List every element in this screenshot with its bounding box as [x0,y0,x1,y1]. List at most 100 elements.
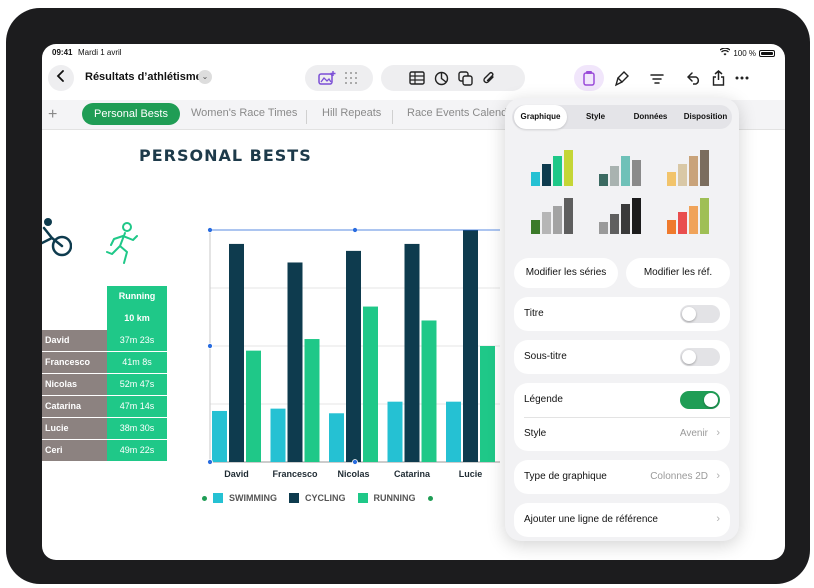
legend-swatch-running [357,493,368,503]
legend-switch[interactable] [680,391,720,409]
brush-icon[interactable] [610,67,634,91]
legend-item-cycling: CYCLING [289,493,346,503]
table-row[interactable]: Catarina 47m 14s [42,396,167,418]
tab-disposition[interactable]: Disposition [683,112,728,121]
add-reference-line-label: Ajouter une ligne de référence [524,514,658,525]
x-tick-label: Nicolas [337,469,369,479]
legend-item-running: RUNNING [357,493,416,503]
legend-handle-dot[interactable] [427,495,433,501]
tab-divider [392,110,393,124]
chart-style-swatch[interactable] [527,146,579,186]
subtitle-toggle-row[interactable]: Sous-titre [514,340,730,374]
title-label: Titre [524,308,544,319]
chart-type-label: Type de graphique [524,471,607,482]
bar-chart[interactable]: David Francesco Nicolas Catarina Lucie [202,220,507,484]
table-row[interactable]: David 37m 23s [42,330,167,352]
status-date: Mardi 1 avril [78,48,122,57]
table-cell-time: 37m 23s [107,330,167,351]
chart-style-swatch[interactable] [595,194,647,234]
media-icon[interactable] [315,66,339,90]
tab-womens-race-times[interactable]: Women's Race Times [191,107,298,119]
table-row[interactable]: Lucie 38m 30s [42,418,167,440]
legend-toggle-row[interactable]: Légende [514,383,730,417]
tab-donnees[interactable]: Données [633,112,668,121]
tab-personal-bests[interactable]: Personal Bests [82,103,180,125]
table-row[interactable]: Francesco 41m 8s [42,352,167,374]
document-title[interactable]: Résultats d’athlétisme [85,71,202,83]
chevron-down-icon[interactable]: ⌄ [198,70,212,84]
chart-style-swatch[interactable] [527,194,579,234]
chevron-right-icon: › [716,470,720,482]
toolbar: Résultats d’athlétisme ⌄ [42,62,785,94]
table-cell-time: 47m 14s [107,396,167,417]
subtitle-label: Sous-titre [524,351,567,362]
legend-style-value: Avenir [679,428,708,439]
bar-swimming-david [212,410,227,462]
status-bar: 09:41 Mardi 1 avril 100 % [42,44,785,62]
add-reference-line-row[interactable]: Ajouter une ligne de référence › [514,503,730,537]
chart-legend[interactable]: SWIMMING CYCLING RUNNING [202,493,433,503]
bar-swimming-catarina [387,401,403,462]
legend-swatch-swimming [213,493,223,503]
subtitle-switch[interactable] [680,348,720,366]
running-icon [105,222,141,271]
bar-cycling-francesco [287,262,303,462]
chart-type-row[interactable]: Type de graphique Colonnes 2D › [514,460,730,494]
tab-style[interactable]: Style [585,112,606,121]
chart-style-swatch[interactable] [663,146,715,186]
chart-type-value: Colonnes 2D [650,471,708,482]
bar-running-lucie [480,346,495,462]
more-icon[interactable] [730,66,754,90]
shape-icon[interactable] [453,66,477,90]
attach-icon[interactable] [477,66,501,90]
title-toggle-row[interactable]: Titre [514,297,730,331]
table-row[interactable]: Ceri 49m 22s [42,440,167,462]
table-cell-name: Lucie [42,418,107,439]
chart-style-swatch[interactable] [663,194,715,234]
chevron-right-icon: › [716,427,720,439]
chart-icon[interactable] [429,66,453,90]
bar-running-catarina [421,320,437,462]
back-button[interactable] [48,65,74,91]
x-tick-label: Lucie [459,469,483,479]
bar-cycling-lucie [463,230,478,462]
bar-cycling-nicolas [346,250,361,462]
table-row[interactable]: Nicolas 52m 47s [42,374,167,396]
table-cell-name: Ceri [42,440,107,461]
format-icon [577,66,601,90]
actions-group [681,65,755,91]
undo-icon[interactable] [682,66,706,90]
share-icon[interactable] [706,66,730,90]
format-popover: Graphique Style Données Disposition [505,98,739,541]
legend-label: Légende [524,394,563,405]
bar-swimming-francesco [270,408,286,462]
legend-handle-dot[interactable] [202,495,207,501]
tab-race-events-calendar[interactable]: Race Events Calenda [407,107,514,119]
tab-graphique[interactable]: Graphique [514,105,567,129]
table-icon[interactable] [405,66,429,90]
format-segmented-control: Graphique Style Données Disposition [512,105,732,129]
legend-style-row[interactable]: Style Avenir › [514,417,730,451]
legend-label-cycling: CYCLING [305,493,346,503]
tab-hill-repeats[interactable]: Hill Repeats [322,107,382,119]
tab-divider [306,110,307,124]
selection-handle[interactable] [352,459,358,465]
battery-icon [759,49,775,57]
chart-type-card: Type de graphique Colonnes 2D › [514,460,730,494]
x-tick-label: Catarina [394,469,431,479]
edit-series-button[interactable]: Modifier les séries [514,258,618,288]
table-cell-time: 52m 47s [107,374,167,395]
title-switch[interactable] [680,305,720,323]
grid-icon[interactable] [339,66,363,90]
edit-references-button[interactable]: Modifier les réf. [626,258,730,288]
format-button[interactable] [574,65,604,91]
legend-item-swimming: SWIMMING [213,493,277,503]
selection-handle[interactable] [207,343,213,349]
sheet-title: PERSONAL BESTS [139,146,312,165]
organize-icon[interactable] [645,67,669,91]
selection-handle[interactable] [207,459,213,465]
reference-line-card: Ajouter une ligne de référence › [514,503,730,537]
chart-style-swatch[interactable] [595,146,647,186]
add-sheet-icon[interactable]: + [48,106,58,123]
insert-group [381,65,525,91]
